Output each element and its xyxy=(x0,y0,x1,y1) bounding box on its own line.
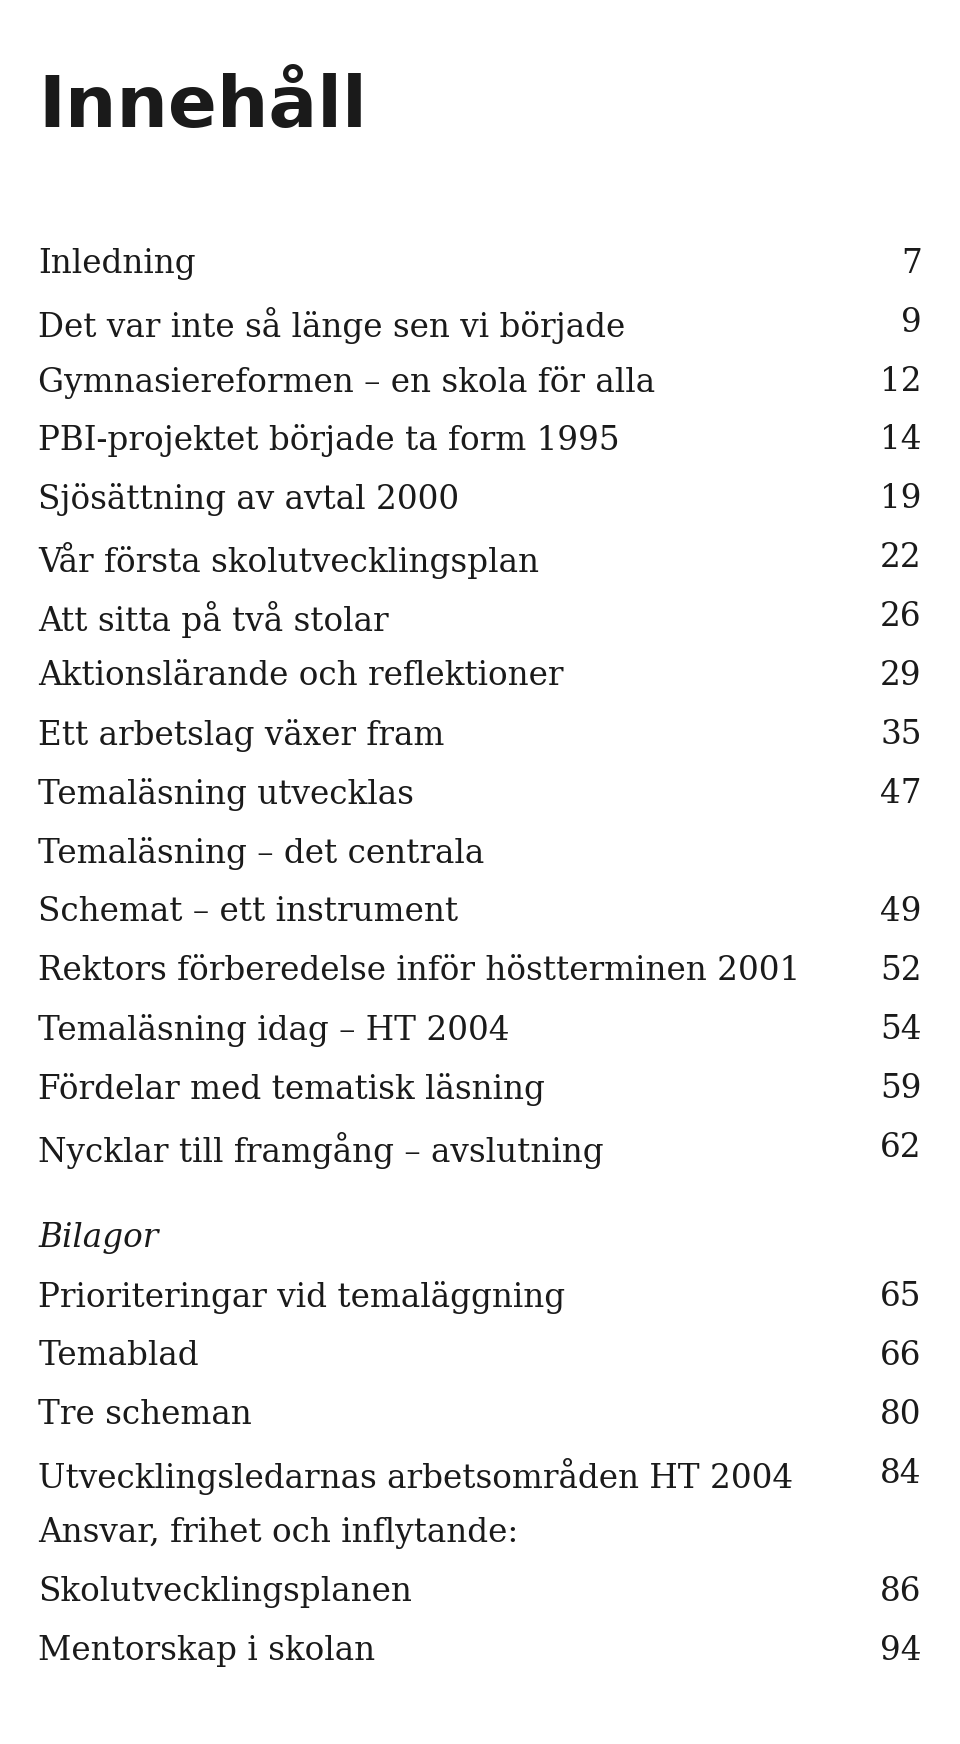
Text: Temablad: Temablad xyxy=(38,1339,199,1373)
Text: 9: 9 xyxy=(900,307,922,338)
Text: Tre scheman: Tre scheman xyxy=(38,1399,252,1432)
Text: Det var inte så länge sen vi började: Det var inte så länge sen vi började xyxy=(38,307,626,344)
Text: Fördelar med tematisk läsning: Fördelar med tematisk läsning xyxy=(38,1073,545,1106)
Text: 80: 80 xyxy=(880,1399,922,1432)
Text: Prioriteringar vid temaläggning: Prioriteringar vid temaläggning xyxy=(38,1282,565,1315)
Text: 66: 66 xyxy=(880,1339,922,1373)
Text: Schemat – ett instrument: Schemat – ett instrument xyxy=(38,896,459,928)
Text: Innehåll: Innehåll xyxy=(38,73,368,143)
Text: Skolutvecklingsplanen: Skolutvecklingsplanen xyxy=(38,1577,412,1608)
Text: Utvecklingsledarnas arbetsområden HT 2004: Utvecklingsledarnas arbetsområden HT 200… xyxy=(38,1458,794,1495)
Text: 54: 54 xyxy=(880,1013,922,1046)
Text: 35: 35 xyxy=(880,719,922,752)
Text: Rektors förberedelse inför höstterminen 2001: Rektors förberedelse inför höstterminen … xyxy=(38,956,801,987)
Text: Aktionslärande och reflektioner: Aktionslärande och reflektioner xyxy=(38,661,564,692)
Text: 62: 62 xyxy=(880,1132,922,1163)
Text: 12: 12 xyxy=(880,366,922,398)
Text: 49: 49 xyxy=(880,896,922,928)
Text: Temaläsning – det centrala: Temaläsning – det centrala xyxy=(38,837,485,870)
Text: Nycklar till framgång – avslutning: Nycklar till framgång – avslutning xyxy=(38,1132,604,1168)
Text: 84: 84 xyxy=(880,1458,922,1489)
Text: 94: 94 xyxy=(880,1634,922,1667)
Text: Inledning: Inledning xyxy=(38,248,196,279)
Text: 14: 14 xyxy=(880,424,922,457)
Text: Gymnasiereformen – en skola för alla: Gymnasiereformen – en skola för alla xyxy=(38,366,656,399)
Text: Bilagor: Bilagor xyxy=(38,1223,158,1254)
Text: 47: 47 xyxy=(880,778,922,811)
Text: 19: 19 xyxy=(880,483,922,516)
Text: Temaläsning idag – HT 2004: Temaläsning idag – HT 2004 xyxy=(38,1013,510,1046)
Text: PBI-projektet började ta form 1995: PBI-projektet började ta form 1995 xyxy=(38,424,620,457)
Text: Ansvar, frihet och inflytande:: Ansvar, frihet och inflytande: xyxy=(38,1517,518,1549)
Text: Temaläsning utvecklas: Temaläsning utvecklas xyxy=(38,778,415,811)
Text: 22: 22 xyxy=(880,542,922,574)
Text: Vår första skolutvecklingsplan: Vår första skolutvecklingsplan xyxy=(38,542,540,579)
Text: 86: 86 xyxy=(880,1577,922,1608)
Text: Sjösättning av avtal 2000: Sjösättning av avtal 2000 xyxy=(38,483,460,516)
Text: Ett arbetslag växer fram: Ett arbetslag växer fram xyxy=(38,719,444,752)
Text: Mentorskap i skolan: Mentorskap i skolan xyxy=(38,1634,375,1667)
Text: 65: 65 xyxy=(880,1282,922,1313)
Text: 59: 59 xyxy=(880,1073,922,1106)
Text: 7: 7 xyxy=(900,248,922,279)
Text: 26: 26 xyxy=(880,602,922,633)
Text: 52: 52 xyxy=(880,956,922,987)
Text: 29: 29 xyxy=(880,661,922,692)
Text: Att sitta på två stolar: Att sitta på två stolar xyxy=(38,602,389,638)
